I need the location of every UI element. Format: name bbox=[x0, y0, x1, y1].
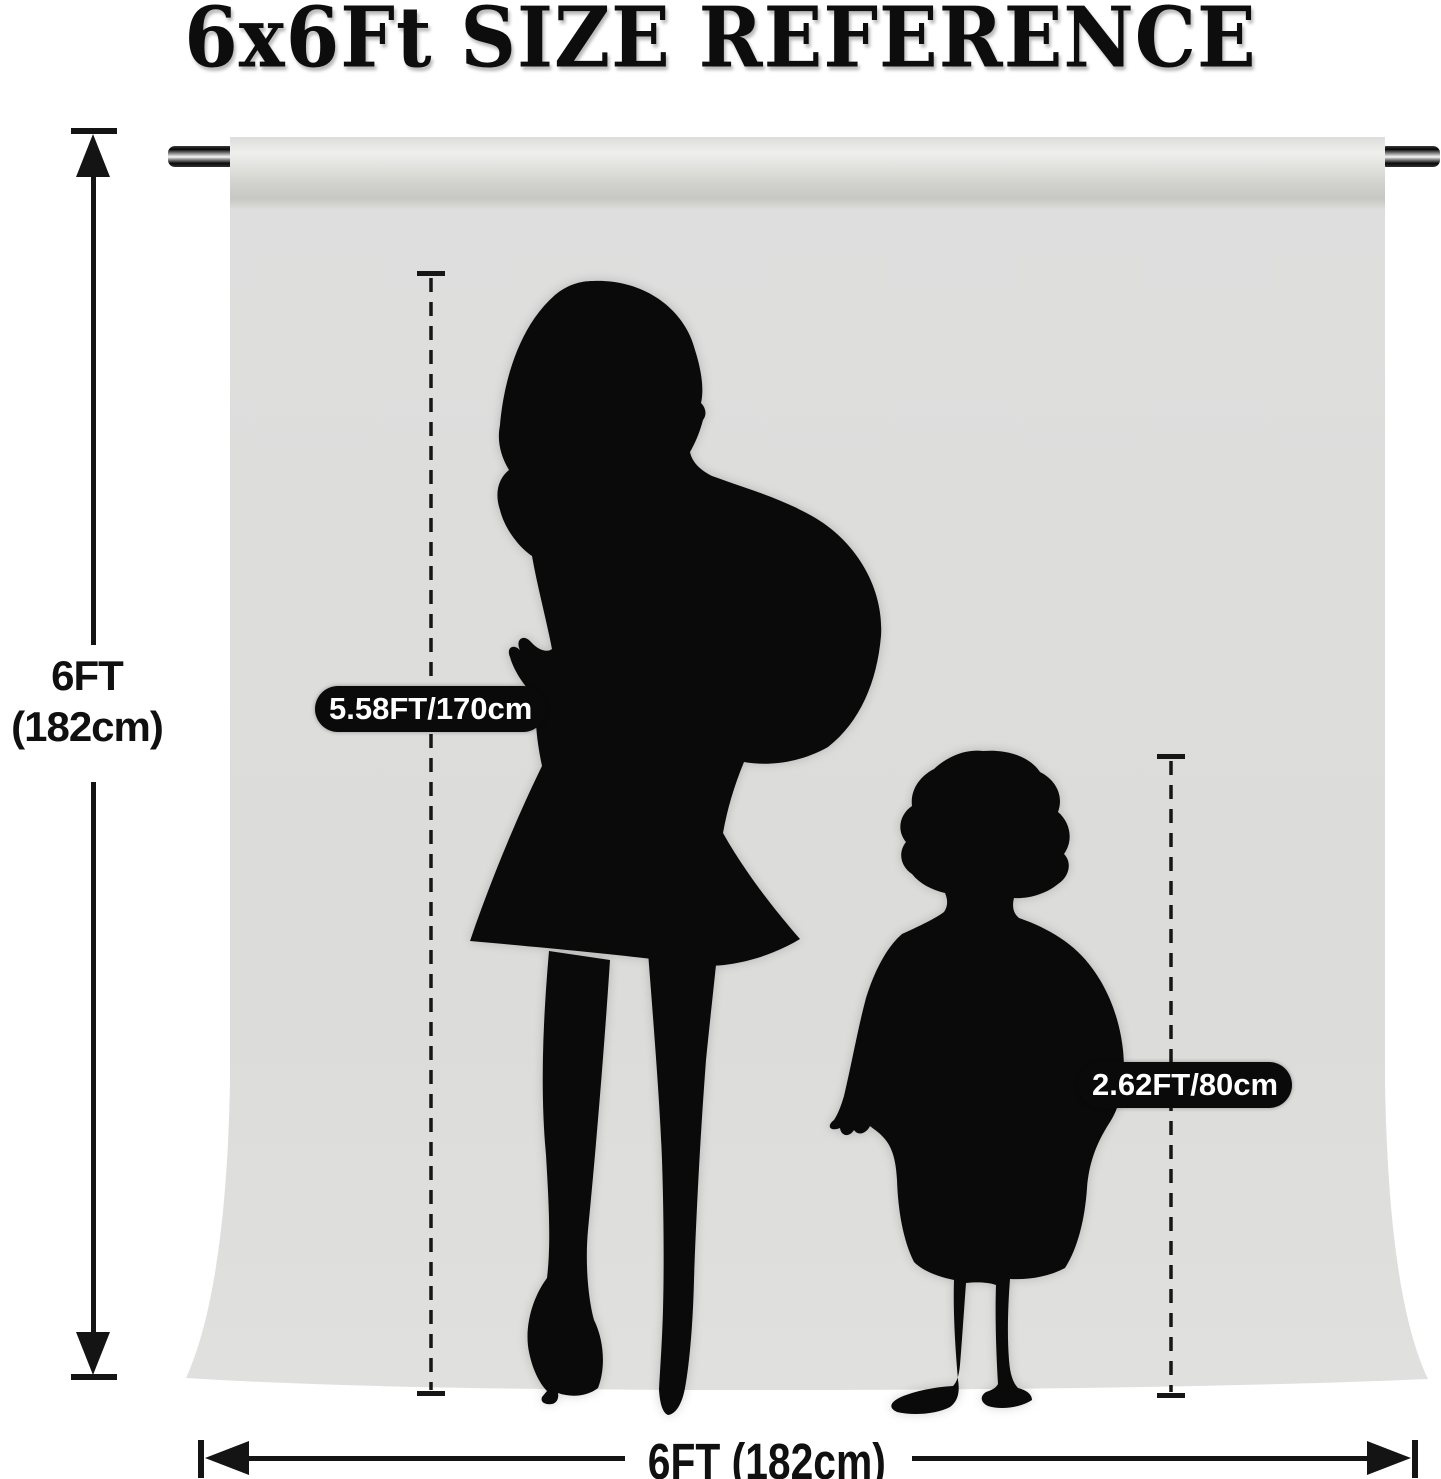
height-arrow-down-head bbox=[76, 1332, 110, 1375]
woman-measure-bottom-cap bbox=[417, 1391, 445, 1396]
child-measure-top-cap bbox=[1157, 754, 1185, 759]
height-arrow-line-upper bbox=[91, 160, 96, 645]
width-arrow-line-right bbox=[912, 1456, 1387, 1461]
height-arrow-bottom-cap bbox=[71, 1374, 117, 1380]
child-height-badge: 2.62FT/80cm bbox=[1078, 1062, 1293, 1108]
height-arrow-top-cap bbox=[71, 128, 117, 134]
woman-front-leg bbox=[527, 951, 610, 1405]
woman-height-badge: 5.58FT/170cm bbox=[315, 686, 547, 732]
height-arrow-line-lower bbox=[91, 782, 96, 1342]
width-arrow-left-cap bbox=[198, 1440, 204, 1478]
height-dimension-arrow bbox=[71, 128, 117, 1380]
backdrop-fabric bbox=[186, 137, 1428, 1390]
height-arrow-up-head bbox=[76, 134, 110, 177]
child-silhouette bbox=[829, 750, 1124, 1415]
width-arrow-right-cap bbox=[1412, 1440, 1418, 1478]
width-dimension-label: 6FT (182cm) bbox=[617, 1432, 917, 1479]
width-dimension-arrow bbox=[198, 1440, 1418, 1478]
woman-measure-top-cap bbox=[417, 271, 445, 276]
backdrop-top-fold bbox=[230, 137, 1385, 210]
backdrop-rod-right bbox=[1380, 146, 1440, 167]
height-dimension-label: 6FT (182cm) bbox=[0, 650, 187, 752]
child-measure-bottom-cap bbox=[1157, 1393, 1185, 1398]
backdrop-rod-left bbox=[168, 146, 238, 167]
woman-back-leg bbox=[648, 952, 717, 1415]
woman-height-measure bbox=[417, 271, 445, 1396]
width-label-text: 6FT (182cm) bbox=[647, 1433, 887, 1479]
width-arrow-right-head bbox=[1367, 1441, 1411, 1475]
height-label-cm: (182cm) bbox=[11, 703, 164, 751]
width-arrow-left-head bbox=[205, 1441, 249, 1475]
woman-silhouette bbox=[470, 280, 882, 966]
height-label-feet: 6FT bbox=[51, 652, 124, 699]
page-title: 6x6Ft SIZE REFERENCE bbox=[184, 0, 1257, 88]
width-arrow-line-left bbox=[230, 1456, 625, 1461]
